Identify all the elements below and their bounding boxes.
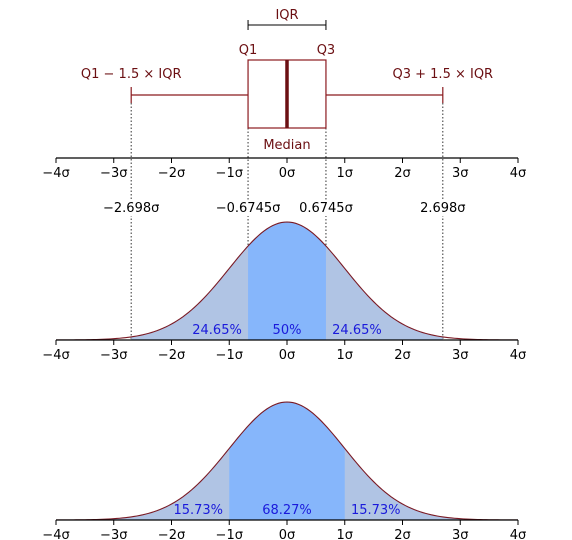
iqr-distribution-axis: −4σ −3σ −2σ −1σ 0σ 1σ 2σ 3σ 4σ [42, 339, 527, 363]
sigma-distribution-axis: −4σ −3σ −2σ −1σ 0σ 1σ 2σ 3σ 4σ [42, 519, 527, 540]
axis-tick-label: −1σ [216, 166, 243, 181]
upper-whisker-label: Q3 + 1.5 × IQR [393, 67, 494, 82]
median-label: Median [263, 138, 310, 153]
marker-value-label: 2.698σ [420, 201, 465, 216]
boxplot: IQR Q1 Q3 Q1 − 1.5 × IQR Q3 + 1.5 × IQR … [81, 8, 493, 153]
axis-tick-label: 4σ [510, 348, 527, 363]
percent-label-center: 50% [273, 323, 302, 338]
axis-tick-label: −1σ [216, 348, 243, 363]
sigma-distribution: 15.73% 68.27% 15.73% [55, 401, 519, 521]
iqr-label: IQR [275, 8, 298, 23]
percent-label-center: 68.27% [262, 503, 312, 518]
percent-label-left: 24.65% [192, 323, 242, 338]
axis-tick-label: 4σ [510, 528, 527, 540]
marker-value-label: −0.6745σ [216, 201, 281, 216]
axis-tick-label: 0σ [279, 528, 296, 540]
axis-tick-label: −3σ [100, 528, 127, 540]
lower-whisker-label: Q1 − 1.5 × IQR [81, 67, 182, 82]
axis-tick-label: −2σ [158, 528, 185, 540]
marker-label-bg [213, 201, 283, 216]
marker-value-label: −2.698σ [103, 201, 159, 216]
axis-tick-label: −3σ [100, 348, 127, 363]
percent-label-right: 15.73% [351, 503, 401, 518]
axis-tick-label: 3σ [452, 348, 469, 363]
marker-label-bg [101, 201, 162, 216]
axis-tick-label: 2σ [394, 166, 411, 181]
q3-label: Q3 [317, 43, 336, 58]
inner-region [248, 222, 326, 340]
axis-tick-label: 0σ [279, 166, 296, 181]
axis-tick-label: 0σ [279, 348, 296, 363]
normal-curve [55, 221, 519, 341]
axis-tick-label: 1σ [336, 528, 353, 540]
marker-label-bg [418, 201, 468, 216]
axis-tick-label: 4σ [510, 166, 527, 181]
axis-tick-label: −3σ [100, 166, 127, 181]
axis-tick-label: 1σ [336, 348, 353, 363]
marker-label-bg [297, 201, 355, 216]
axis-tick-label: −4σ [42, 528, 69, 540]
inner-region [229, 402, 345, 520]
axis-tick-label: −2σ [158, 166, 185, 181]
boxplot-axis: −4σ −3σ −2σ −1σ 0σ 1σ 2σ 3σ 4σ [42, 157, 527, 181]
normal-curve [55, 401, 519, 521]
axis-tick-label: −2σ [158, 348, 185, 363]
axis-tick-label: −1σ [216, 528, 243, 540]
axis-tick-label: 2σ [394, 528, 411, 540]
percent-label-right: 24.65% [332, 323, 382, 338]
axis-tick-label: 3σ [452, 166, 469, 181]
percent-label-left: 15.73% [173, 503, 223, 518]
marker-value-labels: −2.698σ −0.6745σ 0.6745σ 2.698σ [101, 201, 468, 216]
axis-tick-label: −4σ [42, 166, 69, 181]
marker-value-label: 0.6745σ [299, 201, 353, 216]
iqr-distribution: 24.65% 50% 24.65% [55, 221, 519, 341]
axis-tick-label: 1σ [336, 166, 353, 181]
q1-label: Q1 [239, 43, 258, 58]
axis-tick-label: −4σ [42, 348, 69, 363]
axis-tick-label: 2σ [394, 348, 411, 363]
axis-tick-label: 3σ [452, 528, 469, 540]
